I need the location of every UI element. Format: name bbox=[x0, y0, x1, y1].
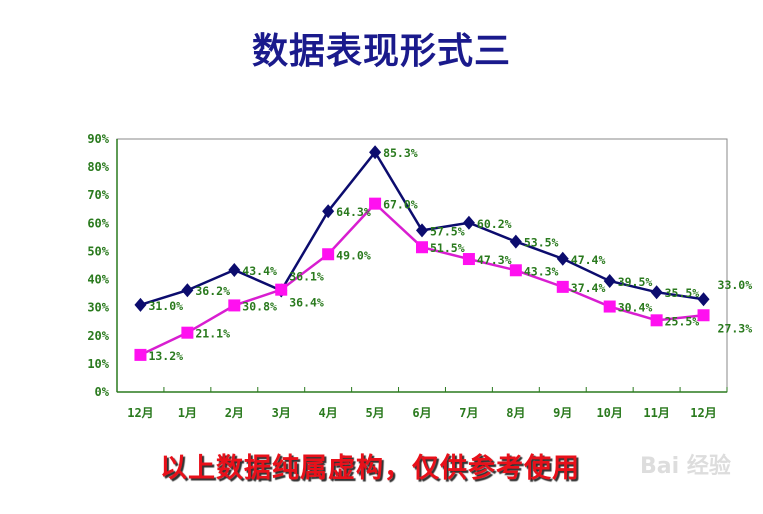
data-label: 35.5% bbox=[665, 286, 700, 300]
data-label: 33.0% bbox=[718, 278, 753, 292]
data-label: 31.0% bbox=[148, 299, 183, 313]
data-point-diamond bbox=[228, 262, 241, 277]
x-tick-label: 2月 bbox=[225, 406, 244, 420]
data-label: 49.0% bbox=[336, 248, 371, 262]
data-point-square bbox=[556, 280, 569, 293]
data-label: 30.8% bbox=[242, 299, 277, 313]
data-point-square bbox=[134, 348, 147, 361]
data-point-diamond bbox=[462, 215, 475, 230]
data-point-square bbox=[228, 299, 241, 312]
data-point-diamond bbox=[181, 283, 194, 298]
x-tick-label: 10月 bbox=[596, 406, 622, 420]
data-label: 13.2% bbox=[148, 349, 183, 363]
y-tick-label: 80% bbox=[87, 160, 109, 174]
data-point-square bbox=[181, 326, 194, 339]
y-tick-label: 90% bbox=[87, 132, 109, 146]
y-tick-label: 0% bbox=[95, 385, 110, 399]
data-label: 36.1% bbox=[289, 270, 324, 284]
x-tick-label: 8月 bbox=[506, 406, 525, 420]
disclaimer-text: 以上数据纯属虚构，仅供参考使用 bbox=[160, 453, 580, 484]
y-tick-label: 20% bbox=[87, 329, 109, 343]
data-point-diamond bbox=[509, 234, 522, 249]
data-point-square bbox=[322, 248, 335, 261]
data-label: 47.3% bbox=[477, 253, 512, 267]
data-label: 39.5% bbox=[618, 275, 653, 289]
y-tick-label: 60% bbox=[87, 216, 109, 230]
data-point-diamond bbox=[416, 223, 428, 238]
data-label: 30.4% bbox=[618, 301, 653, 315]
x-tick-label: 12月 bbox=[127, 406, 153, 420]
data-label: 64.3% bbox=[336, 205, 371, 219]
data-point-square bbox=[369, 197, 382, 210]
data-label: 43.4% bbox=[242, 264, 277, 278]
data-point-diamond bbox=[322, 204, 335, 219]
data-label: 27.3% bbox=[718, 321, 753, 335]
data-point-square bbox=[697, 309, 710, 322]
x-tick-label: 1月 bbox=[178, 406, 197, 420]
data-point-diamond bbox=[697, 292, 710, 307]
data-point-diamond bbox=[134, 297, 147, 312]
data-point-square bbox=[416, 241, 428, 254]
data-point-square bbox=[509, 264, 522, 277]
y-tick-label: 30% bbox=[87, 301, 109, 315]
data-label: 43.3% bbox=[524, 264, 559, 278]
data-point-square bbox=[603, 300, 616, 313]
watermark: Bai 经验 bbox=[640, 454, 731, 479]
data-label: 47.4% bbox=[571, 253, 606, 267]
x-tick-label: 7月 bbox=[459, 406, 478, 420]
data-label: 37.4% bbox=[571, 281, 606, 295]
y-tick-label: 70% bbox=[87, 188, 109, 202]
page-title: 数据表现形式三 bbox=[251, 31, 511, 72]
y-tick-label: 10% bbox=[87, 357, 109, 371]
x-tick-label: 12月 bbox=[690, 406, 716, 420]
plot-area bbox=[116, 138, 728, 393]
y-tick-label: 50% bbox=[87, 244, 109, 258]
data-label: 53.5% bbox=[524, 236, 559, 250]
data-point-diamond bbox=[603, 273, 616, 288]
data-label: 36.2% bbox=[195, 284, 230, 298]
x-tick-label: 5月 bbox=[365, 406, 384, 420]
data-label: 85.3% bbox=[383, 146, 418, 160]
data-label: 67.0% bbox=[383, 198, 418, 212]
x-tick-label: 3月 bbox=[272, 406, 291, 420]
data-label: 36.4% bbox=[289, 296, 324, 310]
data-label: 57.5% bbox=[430, 224, 465, 238]
y-tick-label: 40% bbox=[87, 273, 109, 287]
data-point-square bbox=[650, 314, 663, 327]
data-point-diamond bbox=[650, 285, 663, 300]
x-tick-label: 9月 bbox=[553, 406, 572, 420]
data-label: 25.5% bbox=[665, 314, 700, 328]
x-tick-label: 6月 bbox=[412, 406, 431, 420]
data-point-diamond bbox=[556, 251, 569, 266]
x-tick-label: 11月 bbox=[643, 406, 669, 420]
data-label: 51.5% bbox=[430, 241, 465, 255]
data-point-square bbox=[462, 253, 475, 266]
data-label: 60.2% bbox=[477, 217, 512, 231]
data-point-square bbox=[275, 283, 288, 296]
x-tick-label: 4月 bbox=[319, 406, 338, 420]
data-label: 21.1% bbox=[195, 327, 230, 341]
data-point-diamond bbox=[369, 145, 382, 160]
